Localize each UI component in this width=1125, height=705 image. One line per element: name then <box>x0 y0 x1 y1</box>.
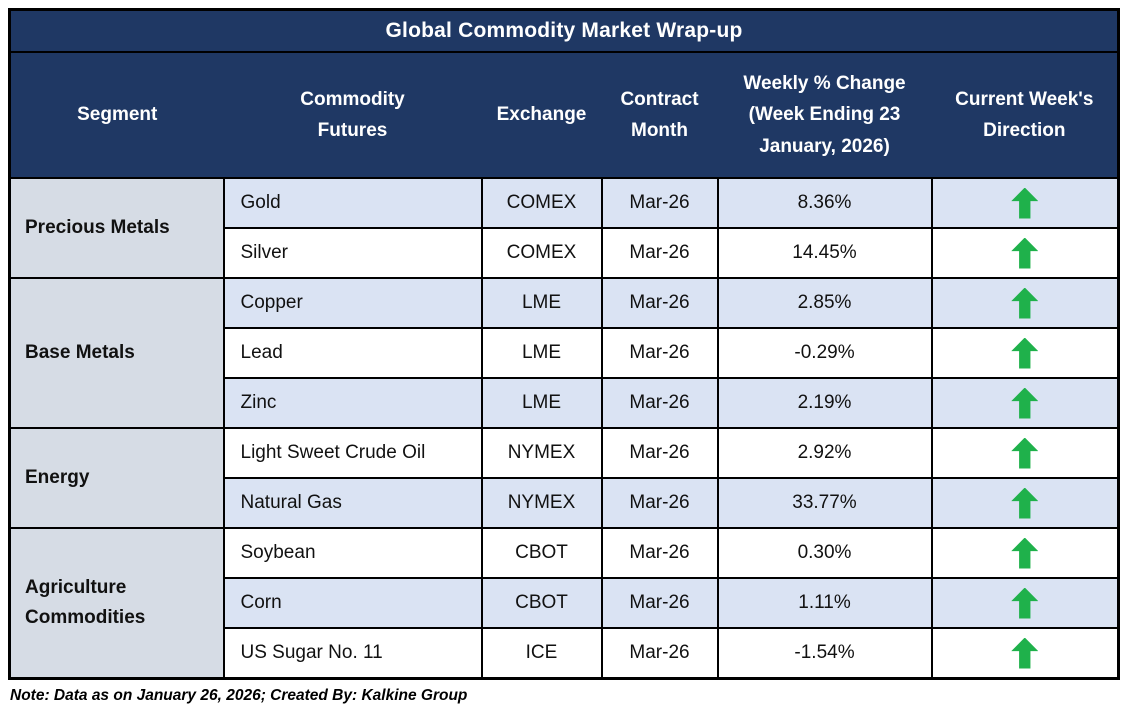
contract-month-cell: Mar-26 <box>600 377 719 429</box>
weekly-change-cell: 8.36% <box>716 177 933 229</box>
weekly-change-cell: 2.19% <box>716 377 933 429</box>
up-arrow-icon <box>1011 587 1039 619</box>
direction-cell <box>930 277 1120 329</box>
segment-cell-agriculture: Agriculture Commodities <box>8 527 225 680</box>
up-arrow-icon <box>1011 487 1039 519</box>
table-row: Base Metals Copper LME Mar-26 2.85% <box>8 277 1120 429</box>
column-header-exchange: Exchange <box>481 52 602 179</box>
commodity-cell: Zinc <box>222 377 483 429</box>
table-row: Energy Light Sweet Crude Oil NYMEX Mar-2… <box>8 427 1120 529</box>
table-row: Corn CBOT Mar-26 1.11% <box>10 577 1120 629</box>
exchange-cell: NYMEX <box>480 427 603 479</box>
direction-cell <box>930 227 1120 279</box>
contract-month-cell: Mar-26 <box>600 627 719 680</box>
table-row: Agriculture Commodities Soybean CBOT Mar… <box>8 527 1120 680</box>
table-row: Natural Gas NYMEX Mar-26 33.77% <box>10 477 1120 529</box>
up-arrow-icon <box>1011 437 1039 469</box>
direction-cell <box>930 527 1120 579</box>
footnote: Note: Data as on January 26, 2026; Creat… <box>10 687 468 704</box>
weekly-change-cell: 2.92% <box>716 427 933 479</box>
up-arrow-icon <box>1011 387 1039 419</box>
title-row: Global Commodity Market Wrap-up <box>9 9 1119 53</box>
up-arrow-icon <box>1011 337 1039 369</box>
commodity-table: Global Commodity Market Wrap-up Segment … <box>8 8 1121 680</box>
table-row: US Sugar No. 11 ICE Mar-26 -1.54% <box>10 627 1120 680</box>
column-header-weekly-change: Weekly % Change (Week Ending 23 January,… <box>717 52 932 179</box>
table-row: Lead LME Mar-26 -0.29% <box>10 327 1120 379</box>
column-header-commodity-futures: Commodity Futures <box>223 52 482 179</box>
contract-month-cell: Mar-26 <box>600 327 719 379</box>
column-header-contract-month: Contract Month <box>601 52 718 179</box>
table-title: Global Commodity Market Wrap-up <box>9 9 1119 53</box>
commodity-cell: Silver <box>222 227 483 279</box>
commodity-cell: US Sugar No. 11 <box>222 627 483 680</box>
commodity-cell: Gold <box>222 177 483 229</box>
weekly-change-cell: 33.77% <box>716 477 933 529</box>
weekly-change-cell: 0.30% <box>716 527 933 579</box>
segment-cell-precious-metals: Precious Metals <box>8 177 225 279</box>
contract-month-cell: Mar-26 <box>600 227 719 279</box>
up-arrow-icon <box>1011 237 1039 269</box>
up-arrow-icon <box>1011 537 1039 569</box>
weekly-change-cell: 14.45% <box>716 227 933 279</box>
weekly-change-cell: 1.11% <box>716 577 933 629</box>
segment-cell-base-metals: Base Metals <box>8 277 225 429</box>
contract-month-cell: Mar-26 <box>600 277 719 329</box>
column-header-direction: Current Week's Direction <box>931 52 1119 179</box>
exchange-cell: CBOT <box>480 577 603 629</box>
contract-month-cell: Mar-26 <box>600 477 719 529</box>
direction-cell <box>930 427 1120 479</box>
column-header-row: Segment Commodity Futures Exchange Contr… <box>9 52 1119 179</box>
commodity-cell: Soybean <box>222 527 483 579</box>
up-arrow-icon <box>1011 637 1039 669</box>
column-header-segment: Segment <box>9 52 224 179</box>
contract-month-cell: Mar-26 <box>600 577 719 629</box>
direction-cell <box>930 577 1120 629</box>
exchange-cell: ICE <box>480 627 603 680</box>
segment-cell-energy: Energy <box>8 427 225 529</box>
direction-cell <box>930 477 1120 529</box>
table-row: Precious Metals Gold COMEX Mar-26 8.36% <box>8 177 1120 279</box>
weekly-change-cell: 2.85% <box>716 277 933 329</box>
commodity-cell: Corn <box>222 577 483 629</box>
direction-cell <box>930 177 1120 229</box>
direction-cell <box>930 327 1120 379</box>
direction-cell <box>930 377 1120 429</box>
commodity-cell: Copper <box>222 277 483 329</box>
commodity-cell: Lead <box>222 327 483 379</box>
contract-month-cell: Mar-26 <box>600 527 719 579</box>
commodity-cell: Light Sweet Crude Oil <box>222 427 483 479</box>
exchange-cell: LME <box>480 277 603 329</box>
exchange-cell: CBOT <box>480 527 603 579</box>
exchange-cell: LME <box>480 327 603 379</box>
weekly-change-cell: -1.54% <box>716 627 933 680</box>
exchange-cell: COMEX <box>480 177 603 229</box>
contract-month-cell: Mar-26 <box>600 427 719 479</box>
table-row: Silver COMEX Mar-26 14.45% <box>10 227 1120 279</box>
weekly-change-cell: -0.29% <box>716 327 933 379</box>
up-arrow-icon <box>1011 187 1039 219</box>
exchange-cell: NYMEX <box>480 477 603 529</box>
exchange-cell: COMEX <box>480 227 603 279</box>
direction-cell <box>930 627 1120 680</box>
contract-month-cell: Mar-26 <box>600 177 719 229</box>
exchange-cell: LME <box>480 377 603 429</box>
up-arrow-icon <box>1011 287 1039 319</box>
commodity-cell: Natural Gas <box>222 477 483 529</box>
table-row: Zinc LME Mar-26 2.19% <box>10 377 1120 429</box>
